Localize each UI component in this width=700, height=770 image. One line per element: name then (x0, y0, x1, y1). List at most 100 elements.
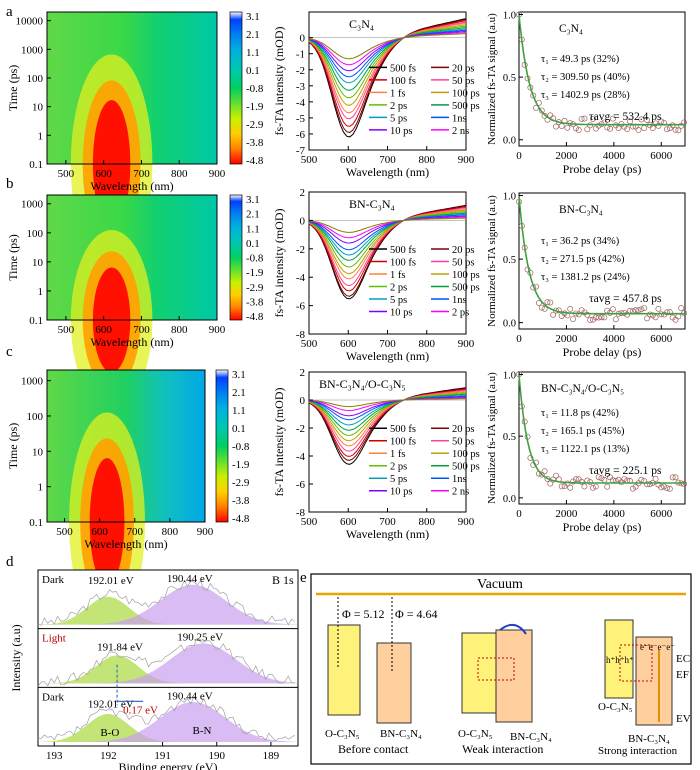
heatmap-ytick-label: 0.1 (29, 159, 43, 171)
xps-xlabel: Binding energy (eV) (118, 760, 217, 770)
spectrum-series-line (308, 217, 467, 233)
xps-row-label: Dark (42, 691, 64, 703)
legend-entry: 1 fs (390, 88, 405, 99)
colorbar-label: -0.8 (246, 253, 264, 265)
kinetics-xlabel: Probe delay (ps) (563, 345, 642, 359)
heatmap-ytick-label: 10 (32, 102, 44, 114)
colorbar-label: 0.1 (246, 65, 260, 77)
spectrum-series-line (308, 212, 467, 261)
spectrum-series-line (308, 392, 467, 436)
heatmap-ytick-label: 100 (27, 411, 44, 423)
kinetics-data-point (587, 316, 594, 323)
legend-entry: 1 fs (390, 449, 405, 460)
legend-entry: 500 fs (390, 424, 416, 435)
kinetics-data-point (655, 122, 662, 129)
heatmap-2: 0.1 1 10 100 1000 500 600 700 800 900 Wavelength (… (6, 194, 264, 410)
kinetics-xtick-label: 6000 (650, 508, 673, 520)
kinetics-data-point (664, 485, 670, 492)
spectrum-xtick-label: 700 (379, 338, 396, 350)
kinetics-data-point (632, 483, 639, 490)
xps-bn-peak (38, 643, 298, 684)
kinetics-data-point (592, 314, 599, 321)
spectrum-xtick-label: 700 (379, 154, 396, 166)
kinetics-ytick-label: 0.5 (503, 73, 516, 84)
spectrum-xtick-label: 500 (301, 516, 318, 528)
colorbar (229, 11, 243, 165)
kinetics-data-point (669, 474, 676, 481)
heatmap-xtick-label: 500 (56, 526, 73, 538)
xps-bn-label: B-N (193, 725, 212, 737)
colorbar-label: -3.8 (246, 137, 264, 149)
kinetics-data-point (581, 115, 588, 122)
spectrum-xtick-label: 800 (419, 154, 436, 166)
spectrum-xtick-label: 500 (301, 154, 318, 166)
kinetics-data-point (666, 309, 673, 316)
scheme-caption-weak: Weak interaction (462, 742, 543, 756)
material-label: BN-C₃N₄ (628, 733, 670, 745)
kinetics-panel-2: 1.0 0.5 0.00 2000 4000 6000 Probe delay (ps) No… (486, 192, 688, 359)
heatmap-ytick-label: 100 (27, 228, 44, 240)
legend-entry: 1ns (452, 295, 467, 306)
kinetics-data-point (581, 483, 588, 490)
xps-xtick-label: 191 (154, 750, 171, 762)
vacuum-label: Vacuum (477, 577, 523, 592)
kinetics-xtick-label: 0 (516, 333, 522, 345)
spectrum-ytick-label: -2 (296, 244, 305, 256)
kinetics-data-point (672, 126, 679, 133)
kinetics-data-point (595, 122, 602, 129)
kinetics-data-point (609, 115, 616, 122)
phi2-label: Φ = 4.64 (395, 607, 438, 621)
heatmap-xtick-label: 500 (58, 168, 75, 180)
kinetics-ylabel: Normalized fs-TA signal (a.u) (486, 195, 498, 327)
kinetics-data-point (572, 125, 579, 132)
spectrum-ylabel: fs-TA intensity (mOD) (272, 26, 286, 135)
legend-entry: 1 fs (390, 270, 405, 281)
panel-label-d: d (6, 554, 14, 570)
spectrum-xtick-label: 900 (458, 154, 475, 166)
kinetics-data-point (578, 478, 585, 485)
spectrum-ytick-label: -2 (296, 65, 305, 77)
kinetics-data-point (638, 306, 645, 313)
spectrum-series-line (308, 28, 467, 84)
kinetics-ytick-label: 1.0 (503, 192, 516, 203)
spectrum-series-line (308, 208, 467, 280)
kinetics-tau1: τ₁ = 49.3 ps (32%) (541, 54, 620, 65)
kinetics-data-point (624, 311, 631, 318)
spectrum-ytick-label: -6 (296, 129, 306, 141)
spectrum-series-line (308, 391, 467, 442)
kinetics-tau2: τ₂ = 271.5 ps (42%) (541, 254, 625, 265)
colorbar-label: -4.8 (246, 155, 264, 167)
colorbar-label: -2.9 (246, 282, 264, 294)
colorbar-label: 2.1 (246, 209, 260, 221)
kinetics-data-point (658, 484, 665, 491)
phi1-label: Φ = 5.12 (342, 607, 385, 621)
spectrum-series-line (308, 215, 467, 244)
kinetics-data-point (598, 314, 605, 321)
kinetics-ytick-label: 0.0 (503, 494, 516, 505)
colorbar-label: -1.9 (246, 267, 264, 279)
spectrum-series-line (308, 388, 467, 457)
kinetics-data-point (646, 311, 653, 318)
kinetics-xlabel: Probe delay (ps) (563, 162, 642, 176)
legend-entry: 5 ps (390, 474, 407, 485)
xps-xtick-label: 193 (46, 750, 63, 762)
interface-box-weak (477, 657, 515, 681)
legend-entry: 10 ps (390, 308, 412, 319)
heatmap-ytick-label: 1000 (21, 376, 44, 388)
material-label: BN-C₃N₄ (380, 728, 422, 740)
legend-entry: 20 ps (452, 424, 474, 435)
legend-entry: 20 ps (452, 245, 474, 256)
spectrum-series-line (308, 22, 467, 114)
kinetics-ytick-label: 1.0 (503, 370, 516, 381)
kinetics-data-point (538, 304, 545, 311)
electron-transfer-arrow (499, 623, 527, 635)
kinetics-data-point (652, 314, 659, 321)
colorbar-label: 3.1 (246, 194, 260, 206)
colorbar-label: 3.1 (232, 369, 246, 381)
kinetics-data-point (621, 476, 628, 482)
spectrum-xtick-label: 600 (340, 154, 357, 166)
xps-shift-label: 0.17 eV (123, 704, 158, 716)
